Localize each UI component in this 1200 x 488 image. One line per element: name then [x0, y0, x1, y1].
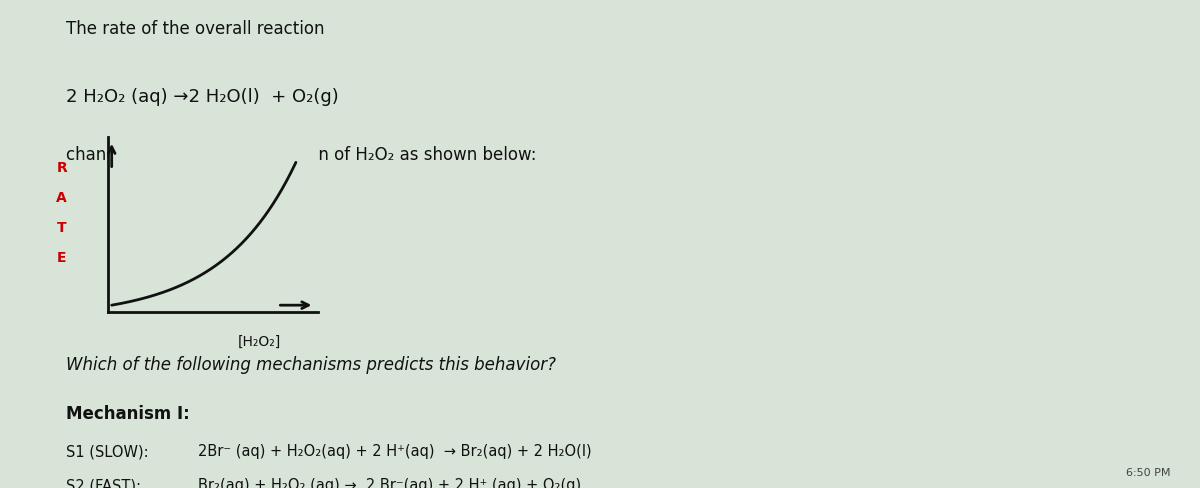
Text: Br₂(aq) + H₂O₂ (aq) →  2 Br⁻(aq) + 2 H⁺ (aq) + O₂(g): Br₂(aq) + H₂O₂ (aq) → 2 Br⁻(aq) + 2 H⁺ (… — [198, 478, 581, 488]
Text: 2 H₂O₂ (aq) →2 H₂O(l)  + O₂(g): 2 H₂O₂ (aq) →2 H₂O(l) + O₂(g) — [66, 88, 338, 106]
Text: S1 (SLOW):: S1 (SLOW): — [66, 444, 149, 459]
Text: T: T — [56, 221, 67, 235]
Text: A: A — [56, 191, 67, 205]
Text: Mechanism I:: Mechanism I: — [66, 405, 190, 423]
Text: [H₂O₂]: [H₂O₂] — [238, 335, 281, 349]
Text: changes with the concentration of H₂O₂ as shown below:: changes with the concentration of H₂O₂ a… — [66, 146, 536, 164]
Text: R: R — [56, 161, 67, 175]
Text: Which of the following mechanisms predicts this behavior?: Which of the following mechanisms predic… — [66, 356, 556, 374]
Text: S2 (FAST):: S2 (FAST): — [66, 478, 142, 488]
Text: 6:50 PM: 6:50 PM — [1126, 468, 1170, 478]
Text: The rate of the overall reaction: The rate of the overall reaction — [66, 20, 324, 38]
Text: E: E — [58, 251, 66, 265]
Text: 2Br⁻ (aq) + H₂O₂(aq) + 2 H⁺(aq)  → Br₂(aq) + 2 H₂O(l): 2Br⁻ (aq) + H₂O₂(aq) + 2 H⁺(aq) → Br₂(aq… — [198, 444, 592, 459]
